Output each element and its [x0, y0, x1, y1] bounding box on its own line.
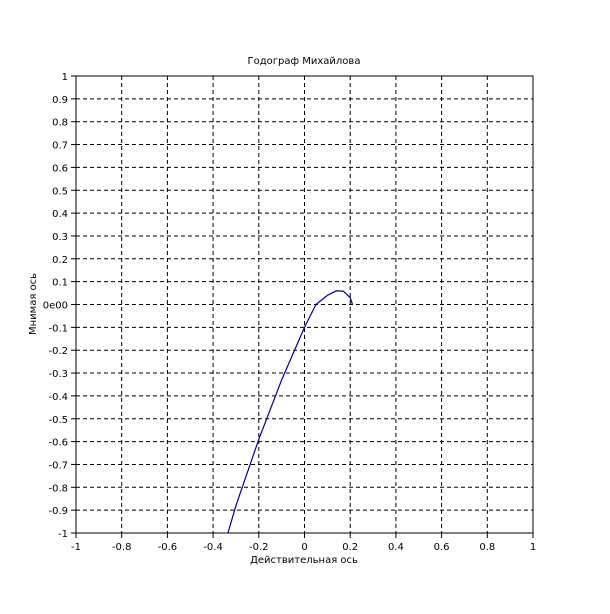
plot-frame: [75, 75, 534, 534]
y-tick-label: 0.7: [52, 141, 68, 152]
y-tick-label: -0.1: [48, 323, 68, 334]
y-tick-label: 0.3: [52, 232, 68, 243]
x-tick-label: 0.2: [342, 542, 358, 553]
x-tick-label: -0.4: [203, 542, 223, 553]
y-tick-label: -0.2: [48, 346, 68, 357]
y-tick-label: -0.6: [48, 438, 68, 449]
y-tick-label: -1: [58, 529, 68, 540]
y-tick-label: 0.4: [52, 209, 68, 220]
x-tick-label: 0.6: [434, 542, 450, 553]
x-tick-label: 0: [301, 542, 307, 553]
y-tick-label: -0.3: [48, 369, 68, 380]
y-tick-label: -0.5: [48, 415, 68, 426]
x-axis-label: Действительная ось: [250, 555, 358, 566]
y-tick-label: 0.6: [52, 163, 68, 174]
y-axis-label: Мнимая ось: [28, 273, 39, 335]
x-tick-label: 1: [530, 542, 536, 553]
y-tick-label: -0.8: [48, 483, 68, 494]
y-tick-label: -0.4: [48, 392, 68, 403]
y-tick-label: -0.9: [48, 506, 68, 517]
curve: [227, 290, 354, 534]
x-tick-label: 0.8: [479, 542, 495, 553]
y-tick-label: 0.9: [52, 95, 68, 106]
y-tick-label: 0.1: [52, 278, 68, 289]
x-tick-label: -0.6: [158, 542, 178, 553]
y-tick-label: 0.2: [52, 255, 68, 266]
y-tick-label: 0.8: [52, 118, 68, 129]
x-tick-label: -0.8: [112, 542, 132, 553]
x-tick-label: 0.4: [388, 542, 404, 553]
y-tick-label: 0e00: [43, 301, 68, 312]
y-tick-label: 1: [62, 72, 68, 83]
y-tick-label: 0.5: [52, 186, 68, 197]
x-tick-label: -0.2: [249, 542, 269, 553]
y-tick-label: -0.7: [48, 460, 68, 471]
chart-title: Годограф Михайлова: [248, 56, 361, 67]
x-tick-label: -1: [71, 542, 81, 553]
